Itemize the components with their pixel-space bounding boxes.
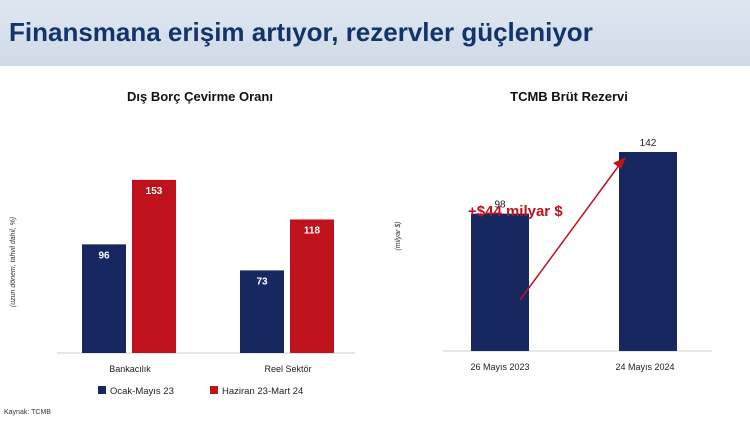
debt-rollover-chart: Dış Borç Çevirme Oranı (uzun dönem, tahv…: [10, 89, 355, 397]
arrow-head-icon: [613, 157, 626, 169]
left-category-label: Reel Sektör: [264, 364, 311, 374]
bar: [240, 270, 284, 353]
bar-value-label: 73: [256, 276, 268, 287]
right-bars: 98 142: [471, 138, 677, 351]
bar: [82, 244, 126, 353]
bar-value-label: 153: [146, 186, 163, 197]
bar-value-label: 142: [640, 138, 657, 149]
legend-label: Haziran 23-Mart 24: [222, 386, 303, 397]
bar: [290, 219, 334, 353]
increase-annotation: +$44 milyar $: [468, 203, 563, 220]
bar: [471, 213, 529, 351]
left-y-axis-label: (uzun dönem, tahvil dahil, %): [10, 217, 17, 307]
page-title: Finansmana erişim artıyor, rezervler güç…: [9, 17, 593, 47]
increase-arrow: [519, 163, 621, 301]
bar-value-label: 96: [98, 250, 110, 261]
bar-value-label: 98: [494, 200, 506, 211]
legend-label: Ocak-Mayıs 23: [110, 386, 174, 397]
right-chart-title: TCMB Brüt Rezervi: [510, 89, 628, 104]
source-note: Kaynak: TCMB: [4, 409, 51, 416]
bar: [619, 152, 677, 351]
right-y-axis-label: (milyar $): [395, 221, 402, 250]
charts-panel: Dış Borç Çevirme Oranı (uzun dönem, tahv…: [10, 89, 712, 397]
right-category-label: 26 Mayıs 2023: [470, 362, 529, 372]
left-chart-title: Dış Borç Çevirme Oranı: [127, 89, 273, 104]
legend-swatch-red: [210, 386, 218, 394]
bar: [132, 179, 176, 353]
left-legend: Ocak-Mayıs 23 Haziran 23-Mart 24: [98, 386, 303, 397]
legend-swatch-navy: [98, 386, 106, 394]
left-bars: 96 153 73 118: [82, 179, 334, 353]
bar-value-label: 118: [304, 225, 321, 236]
title-banner: Finansmana erişim artıyor, rezervler güç…: [0, 0, 750, 66]
left-category-label: Bankacılık: [109, 364, 151, 374]
reserves-chart: TCMB Brüt Rezervi (milyar $) 98 142 26 Ma…: [395, 89, 712, 372]
right-category-label: 24 Mayıs 2024: [615, 362, 674, 372]
